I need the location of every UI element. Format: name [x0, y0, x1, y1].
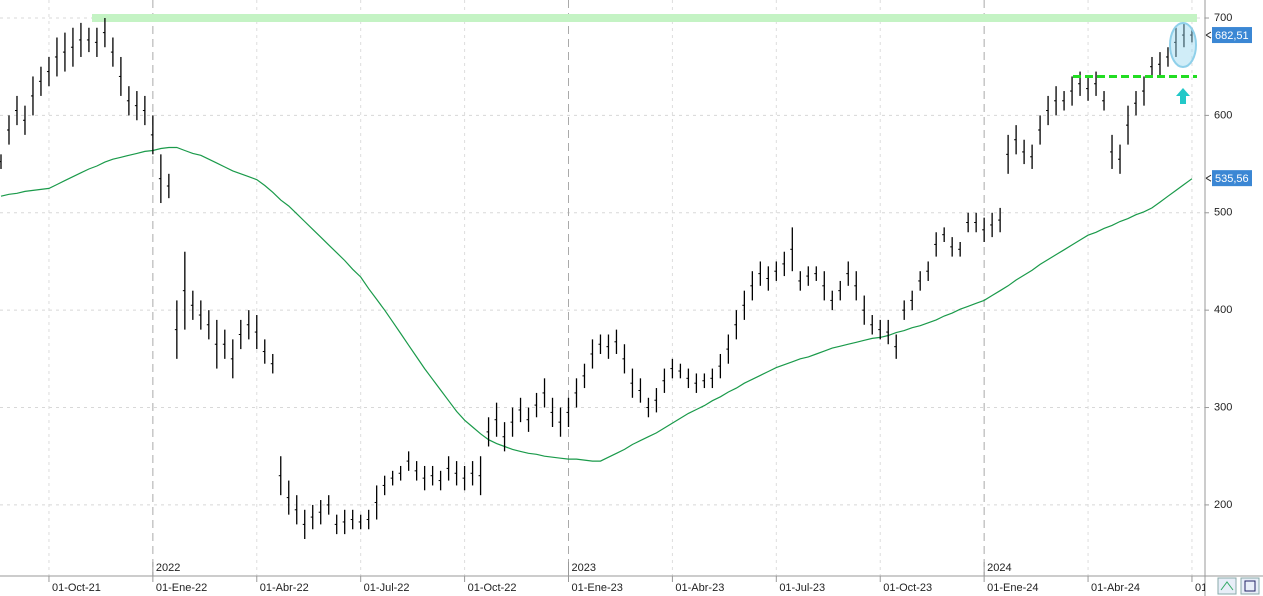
x-tick-label: 01-Abr-24 [1091, 582, 1140, 594]
price-pointer [1205, 31, 1212, 39]
y-tick-label: 700 [1214, 12, 1232, 24]
x-tick-label: 01-Abr-23 [675, 582, 724, 594]
icon [1220, 581, 1234, 591]
y-tick-label: 500 [1214, 207, 1232, 219]
x-tick-label: 01-Jul-23 [779, 582, 825, 594]
x-tick-label: 01-Oct-23 [883, 582, 932, 594]
save-button[interactable] [1240, 577, 1260, 595]
x-tick-label: 01-Jul-24 [1195, 582, 1241, 594]
x-tick-label: 01-Ene-24 [987, 582, 1038, 594]
y-tick-label: 400 [1214, 304, 1232, 316]
y-tick-label: 600 [1214, 109, 1232, 121]
x-tick-label: 01-Oct-22 [468, 582, 517, 594]
year-label: 2024 [987, 562, 1011, 574]
x-tick-label: 01-Oct-21 [52, 582, 101, 594]
y-tick-label: 300 [1214, 401, 1232, 413]
x-tick-label: 01-Jul-22 [364, 582, 410, 594]
arrow [1176, 88, 1190, 104]
highlight-circle [1169, 22, 1197, 68]
x-tick-label: 01-Abr-22 [260, 582, 309, 594]
year-label: 2022 [156, 562, 180, 574]
icon [1244, 580, 1256, 592]
price-pointer [1205, 174, 1212, 182]
x-tick-label: 01-Ene-23 [572, 582, 623, 594]
scroll-button[interactable] [1217, 577, 1237, 595]
price-label-box [1212, 170, 1252, 187]
moving-average [0, 146, 1193, 462]
price-label-box [1212, 27, 1252, 44]
price-label: 535,56 [1215, 173, 1249, 185]
price-label: 682,51 [1215, 30, 1249, 42]
y-tick-label: 200 [1214, 499, 1232, 511]
year-label: 2023 [572, 562, 596, 574]
x-tick-label: 01-Ene-22 [156, 582, 207, 594]
